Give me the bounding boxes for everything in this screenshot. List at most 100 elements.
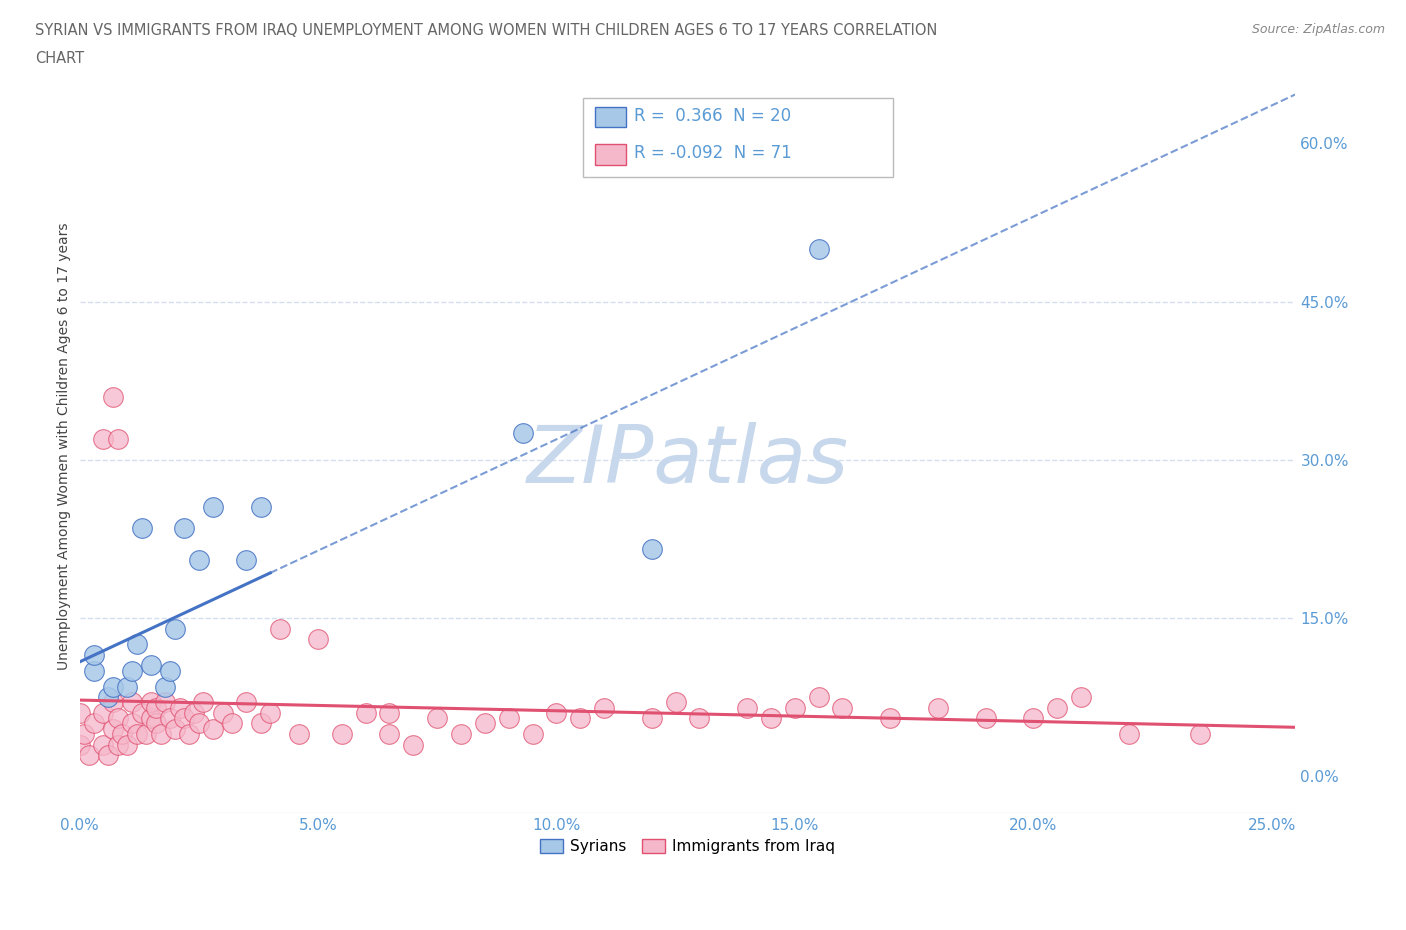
Point <box>107 737 129 752</box>
Point <box>498 711 520 725</box>
Point <box>139 711 162 725</box>
Point <box>1022 711 1045 725</box>
Point <box>1070 690 1092 705</box>
Point <box>77 748 100 763</box>
Point <box>155 695 177 710</box>
Point <box>163 621 186 636</box>
Point <box>173 521 195 536</box>
Point <box>173 711 195 725</box>
Point <box>121 695 143 710</box>
Point <box>107 432 129 446</box>
Point <box>135 726 157 741</box>
Point <box>121 663 143 678</box>
Point <box>807 242 830 257</box>
Point <box>83 716 105 731</box>
Point <box>159 711 181 725</box>
Point <box>378 726 401 741</box>
Point <box>1189 726 1212 741</box>
Point <box>522 726 544 741</box>
Point <box>259 706 281 721</box>
Point <box>202 499 225 514</box>
Point <box>354 706 377 721</box>
Point <box>269 621 291 636</box>
Point <box>93 737 115 752</box>
Point <box>97 748 120 763</box>
Point <box>927 700 949 715</box>
Point <box>155 679 177 694</box>
Point <box>115 679 138 694</box>
Point <box>783 700 806 715</box>
Point <box>235 552 257 567</box>
Point <box>831 700 853 715</box>
Point <box>149 726 172 741</box>
Point <box>402 737 425 752</box>
Text: ZIPatlas: ZIPatlas <box>526 422 849 500</box>
Point <box>69 737 91 752</box>
Point <box>131 706 153 721</box>
Point <box>131 521 153 536</box>
Point <box>69 706 91 721</box>
Text: Source: ZipAtlas.com: Source: ZipAtlas.com <box>1251 23 1385 36</box>
Point <box>735 700 758 715</box>
Point <box>450 726 472 741</box>
Point <box>101 679 124 694</box>
Point <box>121 716 143 731</box>
Point <box>97 690 120 705</box>
Point <box>125 726 148 741</box>
Point <box>83 647 105 662</box>
Point <box>111 726 134 741</box>
Point <box>193 695 215 710</box>
Point <box>378 706 401 721</box>
Point <box>641 542 664 557</box>
Point <box>426 711 449 725</box>
Point <box>179 726 201 741</box>
Point <box>569 711 592 725</box>
Point <box>807 690 830 705</box>
Point <box>879 711 901 725</box>
Point <box>1046 700 1069 715</box>
Point <box>187 552 209 567</box>
Point <box>1118 726 1140 741</box>
Point <box>221 716 243 731</box>
Y-axis label: Unemployment Among Women with Children Ages 6 to 17 years: Unemployment Among Women with Children A… <box>58 223 72 671</box>
Point <box>83 663 105 678</box>
Point <box>101 389 124 404</box>
Point <box>512 426 534 441</box>
Point <box>249 499 271 514</box>
Point <box>330 726 353 741</box>
Point <box>101 722 124 737</box>
Text: R =  0.366  N = 20: R = 0.366 N = 20 <box>634 107 792 126</box>
Text: R = -0.092  N = 71: R = -0.092 N = 71 <box>634 144 792 163</box>
Point <box>139 658 162 673</box>
Point <box>183 706 205 721</box>
Point <box>249 716 271 731</box>
Point <box>474 716 496 731</box>
Point <box>759 711 782 725</box>
Point <box>163 722 186 737</box>
Point <box>93 432 115 446</box>
Point <box>202 722 225 737</box>
Point <box>93 706 115 721</box>
Point <box>169 700 191 715</box>
Legend: Syrians, Immigrants from Iraq: Syrians, Immigrants from Iraq <box>533 833 841 860</box>
Text: SYRIAN VS IMMIGRANTS FROM IRAQ UNEMPLOYMENT AMONG WOMEN WITH CHILDREN AGES 6 TO : SYRIAN VS IMMIGRANTS FROM IRAQ UNEMPLOYM… <box>35 23 938 38</box>
Point <box>101 695 124 710</box>
Point <box>307 631 329 646</box>
Point <box>211 706 233 721</box>
Point <box>187 716 209 731</box>
Point <box>288 726 311 741</box>
Point <box>115 737 138 752</box>
Point <box>664 695 686 710</box>
Text: CHART: CHART <box>35 51 84 66</box>
Point <box>159 663 181 678</box>
Point <box>688 711 710 725</box>
Point <box>107 711 129 725</box>
Point <box>145 716 167 731</box>
Point <box>974 711 997 725</box>
Point <box>125 637 148 652</box>
Point <box>641 711 664 725</box>
Point <box>73 726 96 741</box>
Point <box>145 700 167 715</box>
Point <box>546 706 568 721</box>
Point <box>235 695 257 710</box>
